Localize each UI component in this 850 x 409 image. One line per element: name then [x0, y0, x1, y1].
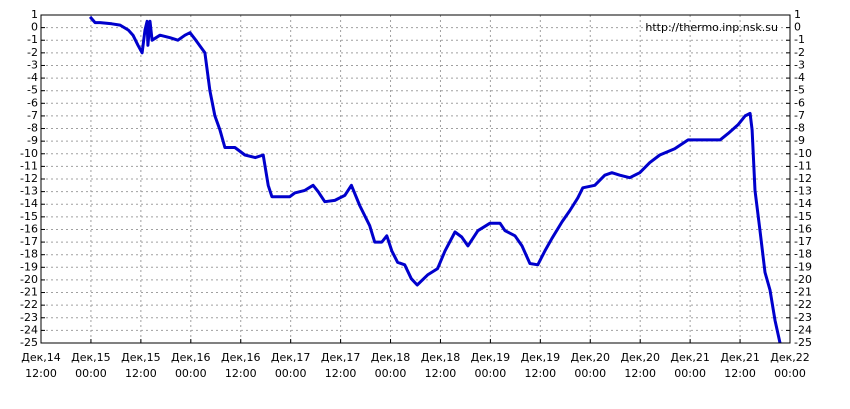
x-tick-label: 12:00 [225, 367, 257, 380]
x-tick-label: Дек,18 [421, 351, 461, 364]
y-tick-label: -19 [20, 260, 38, 273]
x-tick-label: Дек,21 [720, 351, 760, 364]
y-tick-label: -12 [20, 172, 38, 185]
y2-tick-label: -13 [794, 185, 812, 198]
x-tick-label: Дек,17 [321, 351, 361, 364]
y2-tick-label: -7 [794, 109, 805, 122]
y-tick-label: -25 [20, 336, 38, 349]
y-tick-label: -8 [27, 122, 38, 135]
y2-tick-label: -14 [794, 197, 812, 210]
x-tick-label: 00:00 [175, 367, 207, 380]
y2-tick-label: -21 [794, 286, 812, 299]
y2-tick-label: -22 [794, 298, 812, 311]
x-tick-label: Дек,19 [521, 351, 561, 364]
y-tick-label: -6 [27, 96, 38, 109]
y2-tick-label: -3 [794, 58, 805, 71]
x-tick-label: Дек,15 [71, 351, 111, 364]
x-tick-label: Дек,15 [121, 351, 161, 364]
y-tick-label: -5 [27, 84, 38, 97]
x-tick-label: 12:00 [125, 367, 157, 380]
y-tick-label: -17 [20, 235, 38, 248]
y2-tick-label: -5 [794, 84, 805, 97]
y-tick-label: -10 [20, 147, 38, 160]
x-tick-label: Дек,18 [371, 351, 411, 364]
x-tick-label: Дек,17 [271, 351, 311, 364]
y-tick-label: 1 [31, 8, 38, 21]
y2-tick-label: -10 [794, 147, 812, 160]
x-tick-label: Дек,19 [471, 351, 511, 364]
x-tick-label: Дек,21 [670, 351, 710, 364]
y-tick-label: -9 [27, 134, 38, 147]
x-tick-label: 00:00 [275, 367, 307, 380]
x-tick-label: Дек,14 [21, 351, 61, 364]
y2-tick-label: -18 [794, 248, 812, 261]
y2-tick-label: -15 [794, 210, 812, 223]
y2-tick-label: 0 [794, 21, 801, 34]
y-tick-label: -14 [20, 197, 38, 210]
y2-tick-label: -17 [794, 235, 812, 248]
x-tick-label: Дек,20 [620, 351, 660, 364]
y2-tick-label: -9 [794, 134, 805, 147]
labels: 1 10 0-1 -1-2 -2-3 -3-4 -4-5 -5-6 -6-7 -7-8 -8-9 -9… [20, 8, 812, 380]
y-tick-label: -21 [20, 286, 38, 299]
grid [40, 14, 791, 344]
y-tick-label: 0 [31, 21, 38, 34]
x-tick-label: 12:00 [524, 367, 556, 380]
x-tick-label: 12:00 [624, 367, 656, 380]
x-tick-label: 12:00 [425, 367, 457, 380]
y-tick-label: -1 [27, 33, 38, 46]
y2-tick-label: -16 [794, 222, 812, 235]
y2-tick-label: -11 [794, 159, 812, 172]
y2-tick-label: -4 [794, 71, 805, 84]
y-tick-label: -24 [20, 323, 38, 336]
y2-tick-label: -25 [794, 336, 812, 349]
y2-tick-label: -12 [794, 172, 812, 185]
y-tick-label: -11 [20, 159, 38, 172]
y2-tick-label: -2 [794, 46, 805, 59]
x-tick-label: Дек,16 [221, 351, 261, 364]
x-tick-label: Дек,22 [770, 351, 810, 364]
frame [40, 14, 791, 344]
y2-tick-label: 1 [794, 8, 801, 21]
y2-tick-label: -8 [794, 122, 805, 135]
x-tick-label: 00:00 [475, 367, 507, 380]
y-tick-label: -20 [20, 273, 38, 286]
y-tick-label: -2 [27, 46, 38, 59]
x-tick-label: 00:00 [574, 367, 606, 380]
y-tick-label: -3 [27, 58, 38, 71]
x-tick-label: 00:00 [674, 367, 706, 380]
y-tick-label: -18 [20, 248, 38, 261]
x-tick-label: Дек,20 [571, 351, 611, 364]
y-tick-label: -15 [20, 210, 38, 223]
y2-tick-label: -20 [794, 273, 812, 286]
x-tick-label: 00:00 [75, 367, 107, 380]
y2-tick-label: -1 [794, 33, 805, 46]
y-tick-label: -7 [27, 109, 38, 122]
y-tick-label: -23 [20, 311, 38, 324]
y-tick-label: -16 [20, 222, 38, 235]
annotation: http://thermo.inp.nsk.su [645, 21, 778, 34]
y2-tick-label: -23 [794, 311, 812, 324]
y2-tick-label: -6 [794, 96, 805, 109]
y-tick-label: -13 [20, 185, 38, 198]
x-tick-label: 12:00 [724, 367, 756, 380]
y-tick-label: -22 [20, 298, 38, 311]
y2-tick-label: -19 [794, 260, 812, 273]
data-line [88, 15, 782, 343]
x-tick-label: 12:00 [325, 367, 357, 380]
y-tick-label: -4 [27, 71, 38, 84]
x-tick-label: 00:00 [375, 367, 407, 380]
plot [88, 15, 782, 343]
x-tick-label: 12:00 [25, 367, 57, 380]
y2-tick-label: -24 [794, 323, 812, 336]
x-tick-label: 00:00 [774, 367, 806, 380]
x-tick-label: Дек,16 [171, 351, 211, 364]
